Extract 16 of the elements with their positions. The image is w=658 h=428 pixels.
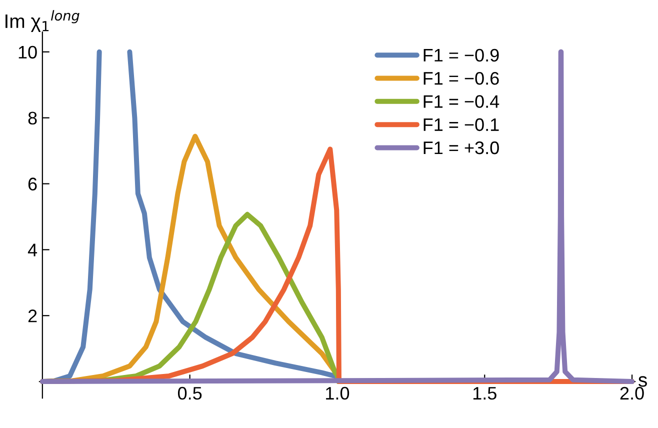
y-tick-label: 6 bbox=[28, 178, 37, 190]
legend-label: F1 = −0.1 bbox=[424, 118, 499, 132]
x-tick-label: 1.0 bbox=[326, 386, 350, 400]
x-tick-label: 2.0 bbox=[620, 386, 644, 400]
x-tick-label: 1.5 bbox=[473, 387, 496, 400]
y-tick-label: 10 bbox=[18, 46, 37, 59]
legend-label: F1 = −0.9 bbox=[424, 48, 499, 62]
legend-label: F1 = −0.4 bbox=[424, 95, 500, 108]
y-axis-title: Im χ$_{1}$$^{long}$ bbox=[6, 10, 80, 32]
y-tick-label: 4 bbox=[28, 244, 38, 256]
y-tick-label: 2 bbox=[28, 310, 37, 322]
x-axis-title: s bbox=[638, 376, 647, 387]
legend-label: F1 = +3.0 bbox=[424, 141, 499, 154]
legend-label: F1 = −0.6 bbox=[424, 72, 499, 85]
x-tick-label: 0.5 bbox=[178, 386, 202, 400]
y-tick-label: 8 bbox=[28, 112, 37, 125]
